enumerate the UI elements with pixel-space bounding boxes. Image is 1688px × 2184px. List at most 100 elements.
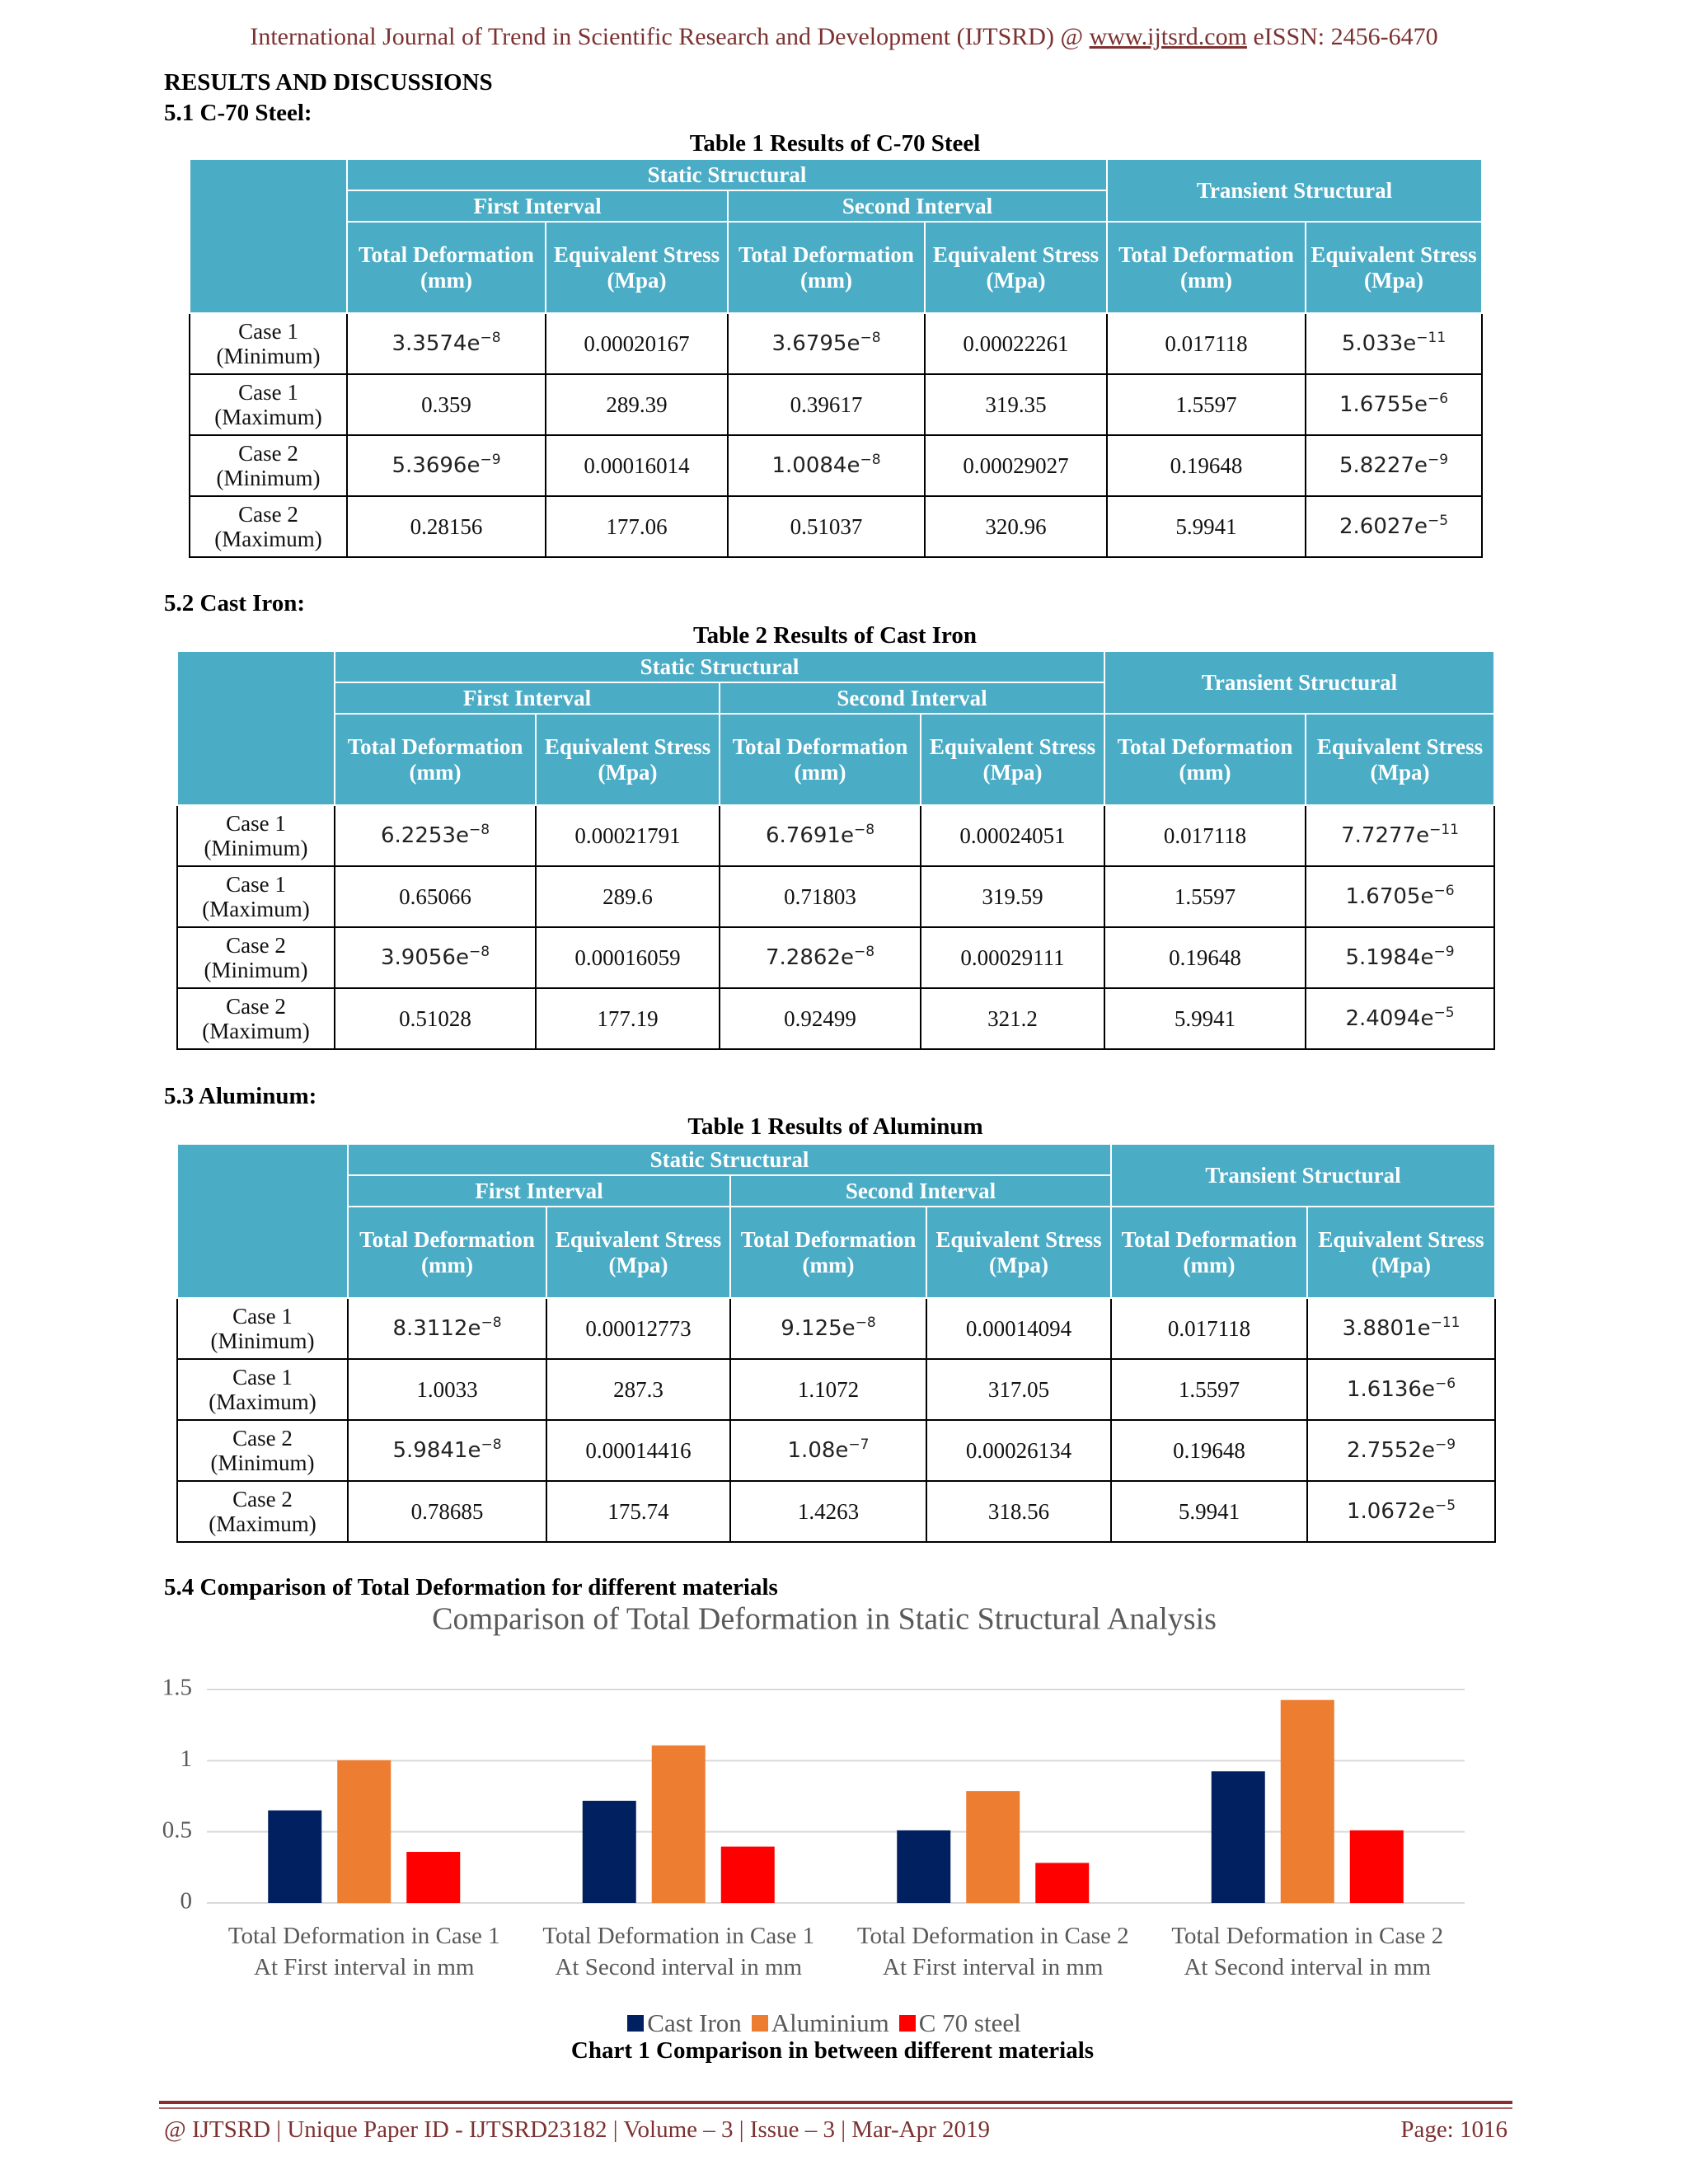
cell: 0.017118 [1106,312,1307,375]
row-label: Case 2 (Minimum) [189,434,348,497]
cell: 3.3574e−8 [346,312,546,375]
cell: 6.7691e−8 [719,804,921,867]
data-row: Case 2 (Minimum) 5.3696e−9 0.00016014 1.008… [189,434,1484,497]
cell: 3.9056e−8 [334,926,537,989]
mantissa: 2.6027e [1339,514,1428,540]
exponent: −9 [1427,452,1449,469]
cell: 0.39617 [727,373,926,436]
row-label: Case 2 (Maximum) [176,987,335,1050]
mantissa: 1.6136e [1347,1377,1435,1403]
bar [1035,1863,1090,1903]
cell: 0.359 [346,373,546,436]
exponent: −6 [1434,1376,1456,1393]
cell: 175.74 [546,1480,731,1543]
cell: 177.06 [545,495,729,558]
bar [1349,1830,1404,1903]
footer-right: Page: 1016 [1400,2116,1507,2143]
cell: 0.017118 [1110,1297,1309,1360]
header-cell: Second Interval [718,682,1106,715]
cell: 1.08e−7 [729,1419,927,1482]
mantissa: 1.0672e [1347,1499,1435,1525]
column-header: Total Deformation (mm) [1110,1206,1309,1299]
cell: 1.5597 [1110,1358,1309,1421]
mantissa: 2.7552e [1347,1438,1435,1464]
y-tick-label: 1 [181,1746,193,1772]
legend-label: Aluminium [771,2008,889,2037]
data-row: Case 1 (Minimum) 6.2253e−8 0.00021791 6.769… [176,804,1496,867]
y-tick-label: 0.5 [162,1816,192,1843]
cell: 319.35 [923,373,1109,436]
cell: 3.6795e−8 [727,312,926,375]
cell: 0.28156 [346,495,546,558]
sci-value: 6.2253e−8 [381,823,490,848]
cell: 0.78685 [347,1480,547,1543]
bar [582,1801,636,1903]
header-row: First Interval Second Interval [177,682,1494,715]
header-link[interactable]: www.ijtsrd.com [1089,23,1247,50]
mantissa: 5.8227e [1339,453,1428,479]
mantissa: 5.033e [1341,331,1417,357]
sci-value: 5.033e−11 [1341,330,1446,357]
cell: 0.92499 [719,987,921,1050]
legend-swatch [751,2015,768,2032]
column-header: Equivalent Stress (Mpa) [1305,713,1496,806]
sci-value: 2.4094e−5 [1346,1005,1455,1031]
cell: 1.1072 [729,1358,927,1421]
cell: 318.56 [925,1480,1113,1543]
exponent: −9 [480,452,501,469]
row-label: Case 1 (Maximum) [176,865,335,928]
mantissa: 5.3696e [392,453,481,479]
cell: 0.19648 [1104,926,1307,989]
column-header: Total Deformation (mm) [334,713,537,806]
bar [268,1810,322,1903]
cell: 0.00014416 [546,1419,731,1482]
exponent: −9 [1433,944,1455,961]
cell: 321.2 [919,987,1106,1050]
cell: 0.00026134 [925,1419,1113,1482]
bar [651,1745,706,1903]
header-cell: Transient Structural [1104,650,1496,715]
cell: 1.0084e−8 [727,434,926,497]
cell: 0.00029111 [919,926,1106,989]
sci-value: 1.6705e−6 [1346,883,1455,909]
sci-value: 9.125e−8 [781,1315,876,1342]
header-cell: Transient Structural [1106,158,1484,223]
exponent: −11 [1430,1315,1461,1332]
sci-value: 1.0672e−5 [1347,1497,1456,1525]
column-header: Equivalent Stress (Mpa) [545,221,729,314]
cell: 0.71803 [719,865,921,928]
row-label: Case 2 (Minimum) [176,926,335,989]
bar [337,1760,392,1903]
exponent: −5 [1434,1497,1456,1515]
header-row: Static Structural Transient Structural [176,1143,1497,1299]
cell: 320.96 [923,495,1109,558]
header-row: First Interval Second Interval [190,190,1482,223]
exponent: −8 [480,330,501,347]
cell: 0.00029027 [923,434,1109,497]
cell: 1.4263 [729,1480,927,1543]
header-text: International Journal of Trend in Scient… [250,23,1084,50]
header-text: eISSN: 2456-6470 [1253,23,1438,50]
data-row: Case 1 (Minimum) 3.3574e−8 0.00020167 3.679… [189,312,1484,375]
cell: 1.6705e−6 [1305,865,1496,928]
header-cell: First Interval [346,190,729,223]
header-row: Total Deformation (mm) Equivalent Stress … [190,221,1484,314]
cell: 317.05 [925,1358,1113,1421]
cell: 0.51028 [334,987,537,1050]
running-header: International Journal of Trend in Scient… [0,23,1688,51]
row-label: Case 1 (Minimum) [176,804,335,867]
mantissa: 7.7277e [1341,823,1430,849]
cell: 0.00022261 [923,312,1109,375]
cell: 0.00016059 [535,926,720,989]
cell: 287.3 [546,1358,731,1421]
cell: 5.033e−11 [1305,312,1484,375]
sci-value: 3.6795e−8 [771,330,880,356]
footer-left: @ IJTSRD | Unique Paper ID - IJTSRD23182… [164,2116,990,2143]
table-caption: Table 2 Results of Cast Iron [692,622,978,649]
cell: 7.7277e−11 [1305,804,1496,867]
cell: 7.2862e−8 [719,926,921,989]
mantissa: 9.125e [781,1316,856,1342]
cell: 0.00014094 [925,1297,1113,1360]
cell: 0.65066 [334,865,537,928]
